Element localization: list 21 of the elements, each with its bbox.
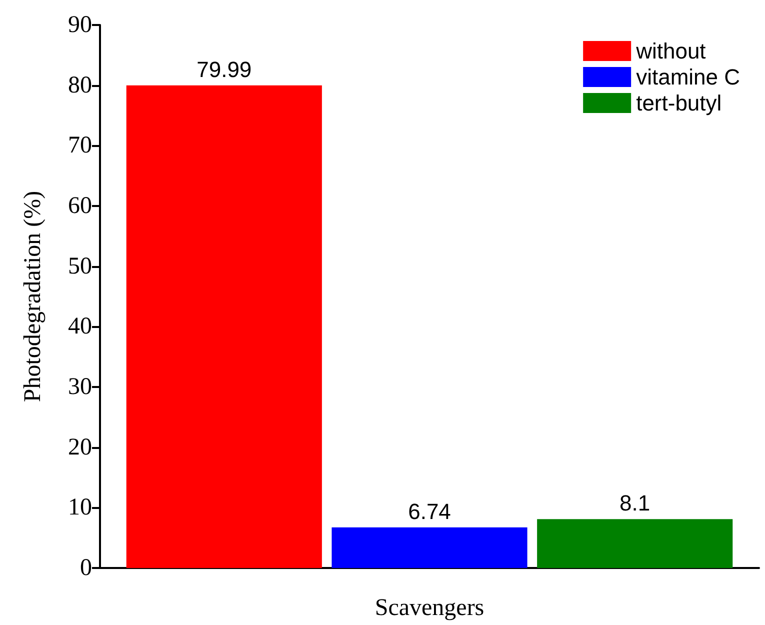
y-tick-label: 60 xyxy=(68,193,92,219)
legend-label: vitamine C xyxy=(636,64,740,90)
y-tick-label: 80 xyxy=(68,72,92,98)
x-axis-title: Scavengers xyxy=(374,595,484,621)
y-tick-label: 0 xyxy=(80,555,92,581)
y-tick-label: 20 xyxy=(68,434,92,460)
y-axis-title: Photodegradation (%) xyxy=(20,190,46,402)
y-tick-label: 10 xyxy=(68,494,92,521)
data-label: 8.1 xyxy=(620,490,650,516)
bar xyxy=(126,85,322,568)
data-label: 79.99 xyxy=(196,56,252,82)
y-tick-label: 90 xyxy=(68,12,92,38)
y-tick-label: 40 xyxy=(68,314,92,340)
bar xyxy=(537,519,733,568)
y-tick-label: 70 xyxy=(68,132,92,159)
legend-label: tert-butyl xyxy=(636,90,722,116)
legend-label: without xyxy=(635,38,706,64)
data-label: 6.74 xyxy=(408,498,451,524)
y-tick-label: 50 xyxy=(68,253,92,280)
y-tick-label: 30 xyxy=(68,374,92,400)
bar xyxy=(332,527,528,568)
